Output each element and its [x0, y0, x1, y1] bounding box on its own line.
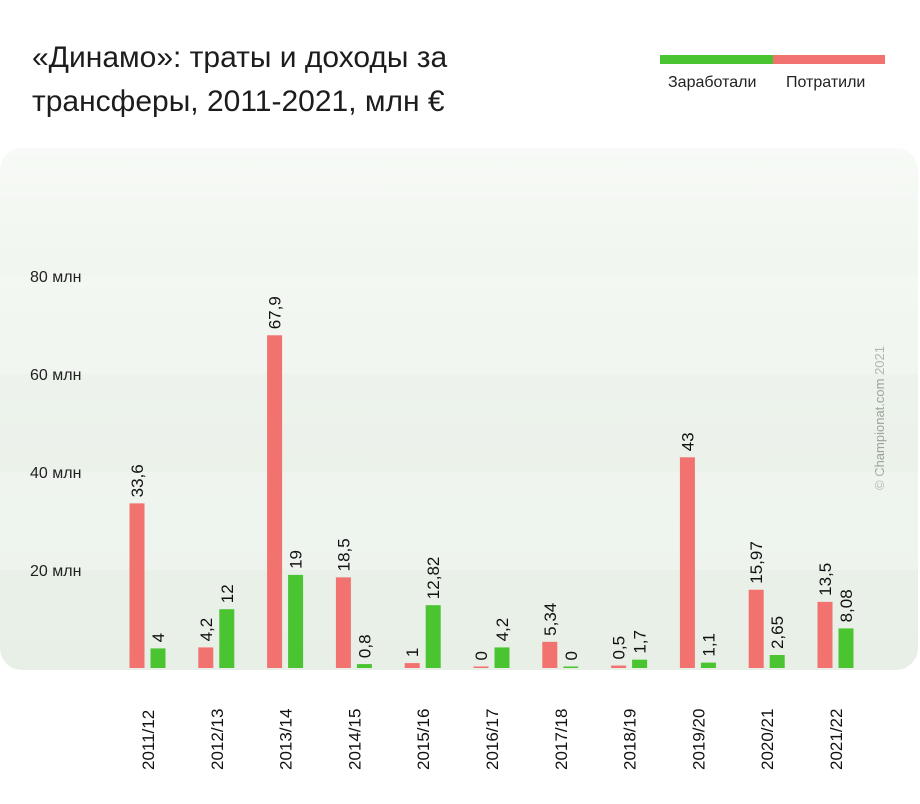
x-tick-label: 2014/15 — [345, 709, 364, 770]
data-label-earned: 0,8 — [355, 634, 374, 658]
chart-panel — [0, 148, 918, 670]
bar-earned — [150, 648, 166, 668]
bar-spent — [679, 457, 695, 668]
bar-spent — [129, 503, 145, 668]
legend-spent-swatch — [773, 55, 885, 64]
data-label-spent: 43 — [678, 432, 697, 451]
bar-spent — [611, 665, 627, 668]
data-label-spent: 0,5 — [610, 636, 629, 660]
x-tick-label: 2019/20 — [689, 709, 708, 770]
bar-earned — [425, 605, 441, 668]
data-label-spent: 0 — [472, 651, 491, 660]
data-label-spent: 1 — [403, 648, 422, 657]
bar-earned — [769, 655, 785, 668]
data-label-spent: 4,2 — [197, 618, 216, 642]
bar-earned — [700, 662, 716, 668]
bar-earned — [288, 574, 304, 668]
legend-earned-label: Заработали — [668, 74, 757, 91]
bar-spent — [198, 647, 214, 668]
x-tick-label: 2013/14 — [277, 709, 296, 770]
data-label-earned: 0 — [562, 651, 581, 660]
data-label-spent: 18,5 — [334, 538, 353, 571]
data-label-earned: 8,08 — [837, 589, 856, 622]
y-band — [0, 276, 918, 374]
bar-spent — [473, 666, 489, 668]
data-label-spent: 67,9 — [266, 296, 285, 329]
data-label-spent: 33,6 — [128, 464, 147, 497]
x-tick-label: 2020/21 — [758, 709, 777, 770]
y-band — [0, 472, 918, 570]
x-tick-label: 2015/16 — [414, 709, 433, 770]
data-label-earned: 12 — [218, 584, 237, 603]
bar-earned — [494, 647, 510, 668]
data-label-spent: 5,34 — [541, 603, 560, 636]
data-label-spent: 15,97 — [747, 541, 766, 584]
bar-spent — [748, 589, 764, 668]
legend: Заработали Потратили — [660, 55, 885, 92]
bar-earned — [219, 609, 235, 668]
x-tick-label: 2011/12 — [139, 710, 158, 770]
x-tick-label: 2017/18 — [552, 709, 571, 770]
bar-spent — [817, 601, 833, 668]
y-tick-label: 20 млн — [30, 563, 81, 580]
y-tick-label: 40 млн — [30, 465, 81, 482]
bar-spent — [542, 641, 558, 668]
y-tick-label: 80 млн — [30, 269, 81, 286]
data-label-earned: 2,65 — [768, 616, 787, 649]
bar-earned — [632, 659, 648, 668]
chart-title: «Динамо»: траты и доходы за трансферы, 2… — [32, 41, 448, 118]
bar-earned — [563, 666, 579, 668]
bar-earned — [356, 664, 372, 668]
bar-earned — [838, 628, 854, 668]
bar-spent — [267, 335, 283, 668]
legend-spent-label: Потратили — [786, 74, 866, 91]
data-label-earned: 12,82 — [424, 557, 443, 600]
data-label-earned: 1,7 — [631, 630, 650, 654]
x-tick-label: 2016/17 — [483, 709, 502, 770]
data-label-earned: 4,2 — [493, 618, 512, 642]
bar-spent — [335, 577, 351, 668]
legend-earned-swatch — [660, 55, 773, 64]
x-tick-label: 2021/22 — [827, 709, 846, 770]
data-label-spent: 13,5 — [816, 563, 835, 596]
x-tick-label: 2012/13 — [208, 709, 227, 770]
data-label-earned: 19 — [287, 550, 306, 569]
data-label-earned: 4 — [149, 633, 168, 642]
bar-spent — [404, 663, 420, 668]
y-tick-label: 60 млн — [30, 367, 81, 384]
data-label-earned: 1,1 — [699, 633, 718, 657]
legend-color-bar — [660, 55, 885, 64]
x-tick-label: 2018/19 — [621, 709, 640, 770]
